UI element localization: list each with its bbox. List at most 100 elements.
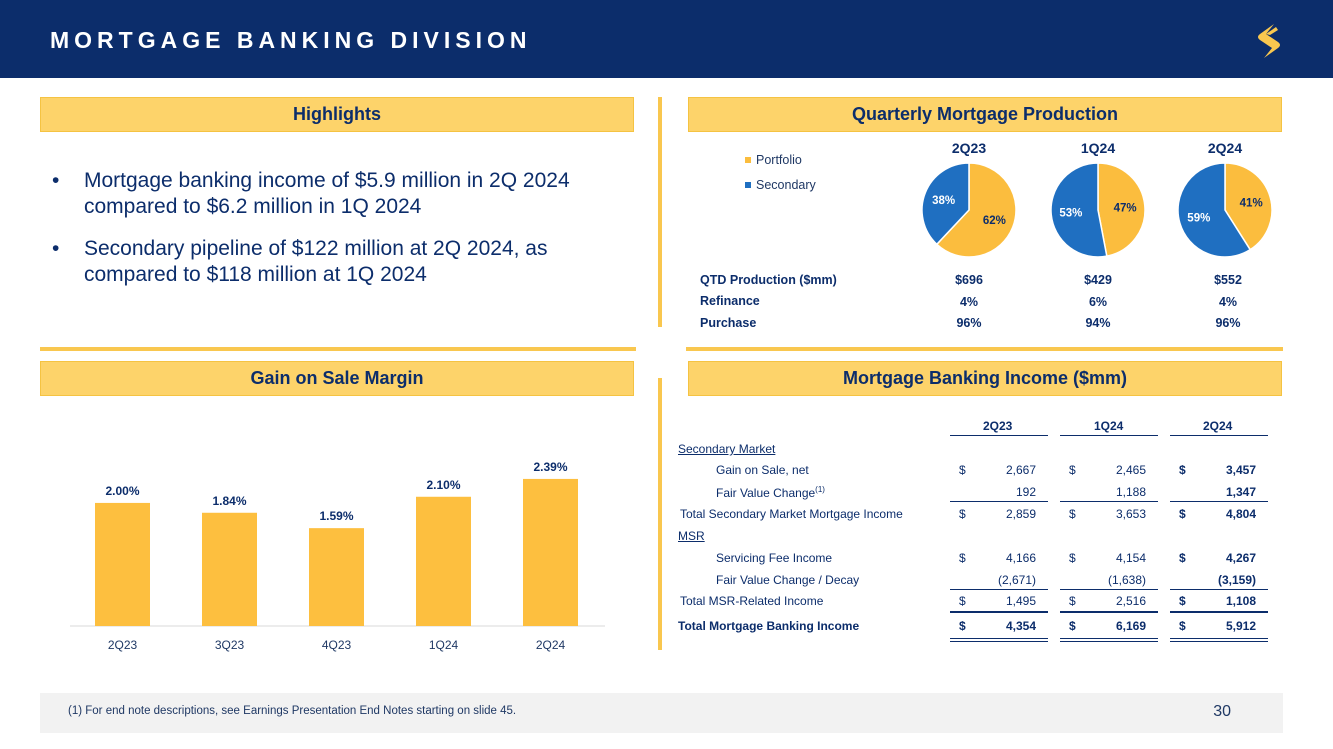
currency-sign: $ xyxy=(1069,594,1076,608)
x-tick-label: 2Q23 xyxy=(108,638,138,652)
bar-value-label: 1.84% xyxy=(212,494,246,508)
double-rule xyxy=(1170,638,1268,639)
list-item: • Mortgage banking income of $5.9 millio… xyxy=(52,168,622,220)
production-row-label: Purchase xyxy=(700,316,757,330)
pie-slice-label: 59% xyxy=(1187,213,1210,225)
bullet-icon: • xyxy=(52,237,60,260)
income-row-label: Total Mortgage Banking Income xyxy=(678,619,860,633)
gain-on-sale-header: Gain on Sale Margin xyxy=(40,361,634,396)
highlights-list: • Mortgage banking income of $5.9 millio… xyxy=(52,168,622,304)
page-number: 30 xyxy=(1213,703,1231,720)
double-rule xyxy=(950,638,1048,639)
production-cell: 4% xyxy=(1218,295,1238,309)
income-cell: 2,516 xyxy=(1115,594,1146,608)
income-row-label: Fair Value Change(1) xyxy=(716,485,825,500)
production-cell: $552 xyxy=(1214,273,1242,287)
gain-on-sale-chart: 2.00% 2Q23 1.84% 3Q23 1.59% 4Q23 2.10% 1Q24 2.39… xyxy=(70,460,605,652)
income-cell: 3,653 xyxy=(1115,507,1146,521)
income-row-label: Total Secondary Market Mortgage Income xyxy=(680,507,903,521)
currency-sign: $ xyxy=(1179,463,1186,477)
income-cell: (3,159) xyxy=(1217,573,1256,587)
currency-sign: $ xyxy=(959,507,966,521)
legend-item-secondary: Secondary xyxy=(745,172,816,197)
footer: (1) For end note descriptions, see Earni… xyxy=(40,693,1283,733)
income-cell: 4,267 xyxy=(1225,551,1256,565)
currency-sign: $ xyxy=(959,463,966,477)
pie-legend: Portfolio Secondary xyxy=(745,147,816,197)
pie-slice-label: 62% xyxy=(983,215,1006,227)
pie-slice-secondary xyxy=(1177,162,1252,258)
pie-slice-label: 41% xyxy=(1240,197,1263,209)
bar-value-label: 2.00% xyxy=(105,484,139,498)
pie-slice-label: 38% xyxy=(932,195,955,207)
currency-sign: $ xyxy=(1179,507,1186,521)
income-cell: 6,169 xyxy=(1115,619,1146,633)
footnote: (1) For end note descriptions, see Earni… xyxy=(68,705,517,717)
bar-3Q23 xyxy=(202,512,257,626)
pie-slice-label: 53% xyxy=(1059,208,1082,220)
secondary-market-label: Secondary Market xyxy=(678,442,776,456)
pie-title-2q24: 2Q24 xyxy=(1207,140,1243,156)
page-title: MORTGAGE BANKING DIVISION xyxy=(50,27,532,53)
double-rule xyxy=(950,641,1048,642)
legend-swatch xyxy=(745,181,751,188)
total-rule xyxy=(950,589,1048,590)
double-rule xyxy=(1060,641,1158,642)
pie-slice-label: 47% xyxy=(1114,202,1137,214)
total-rule xyxy=(1060,589,1158,590)
footnote-marker: (1) xyxy=(815,485,825,494)
income-row-label: Servicing Fee Income xyxy=(716,551,833,565)
list-item: • Secondary pipeline of $122 million at … xyxy=(52,236,622,288)
bar-1Q24 xyxy=(416,496,471,626)
col-rule xyxy=(950,435,1048,436)
income-cell: 2,859 xyxy=(1005,507,1036,521)
vertical-divider-top xyxy=(658,97,662,327)
currency-sign: $ xyxy=(1069,551,1076,565)
income-col-header: 2Q23 xyxy=(983,419,1013,433)
bar-value-label: 2.10% xyxy=(426,478,460,492)
total-rule xyxy=(1170,589,1268,590)
legend-label: Secondary xyxy=(756,177,816,192)
company-logo-icon xyxy=(1258,24,1280,58)
income-row-label: Fair Value Change / Decay xyxy=(716,573,860,587)
income-cell: 192 xyxy=(1015,485,1036,499)
income-cell: 1,188 xyxy=(1115,485,1146,499)
income-cell: 4,354 xyxy=(1005,619,1036,633)
legend-label: Portfolio xyxy=(756,152,802,167)
total-rule xyxy=(1170,611,1268,613)
income-col-header: 1Q24 xyxy=(1094,419,1124,433)
production-cell: 96% xyxy=(1215,316,1241,330)
income-row-label: Total MSR-Related Income xyxy=(680,594,824,608)
currency-sign: $ xyxy=(1179,594,1186,608)
total-rule xyxy=(950,501,1048,502)
income-cell: 4,804 xyxy=(1225,507,1256,521)
pie-title-1q24: 1Q24 xyxy=(1080,140,1116,156)
x-tick-label: 2Q24 xyxy=(536,638,566,652)
horizontal-divider-right xyxy=(686,347,1283,351)
production-cell: 6% xyxy=(1088,295,1108,309)
legend-item-portfolio: Portfolio xyxy=(745,147,816,172)
currency-sign: $ xyxy=(1069,619,1076,633)
pie-slice-secondary xyxy=(921,162,970,246)
income-cell: 3,457 xyxy=(1225,463,1256,477)
bar-value-label: 2.39% xyxy=(533,460,567,474)
production-header: Quarterly Mortgage Production xyxy=(688,97,1282,132)
income-col-header: 2Q24 xyxy=(1203,419,1233,433)
production-cell: $696 xyxy=(955,273,983,287)
horizontal-divider-left xyxy=(40,347,636,351)
row-label-text: Fair Value Change xyxy=(716,486,816,500)
income-cell: 4,166 xyxy=(1005,551,1036,565)
currency-sign: $ xyxy=(1179,619,1186,633)
x-tick-label: 3Q23 xyxy=(215,638,245,652)
msr-label: MSR xyxy=(678,529,705,543)
income-row-label: Gain on Sale, net xyxy=(716,463,809,477)
income-cell: (1,638) xyxy=(1107,573,1146,587)
production-cell: $429 xyxy=(1084,273,1112,287)
double-rule xyxy=(1060,638,1158,639)
income-cell: 2,667 xyxy=(1005,463,1036,477)
currency-sign: $ xyxy=(1069,507,1076,521)
bar-2Q24 xyxy=(523,478,578,626)
production-cell: 96% xyxy=(956,316,982,330)
currency-sign: $ xyxy=(959,619,966,633)
pie-slice-secondary xyxy=(1050,162,1108,258)
